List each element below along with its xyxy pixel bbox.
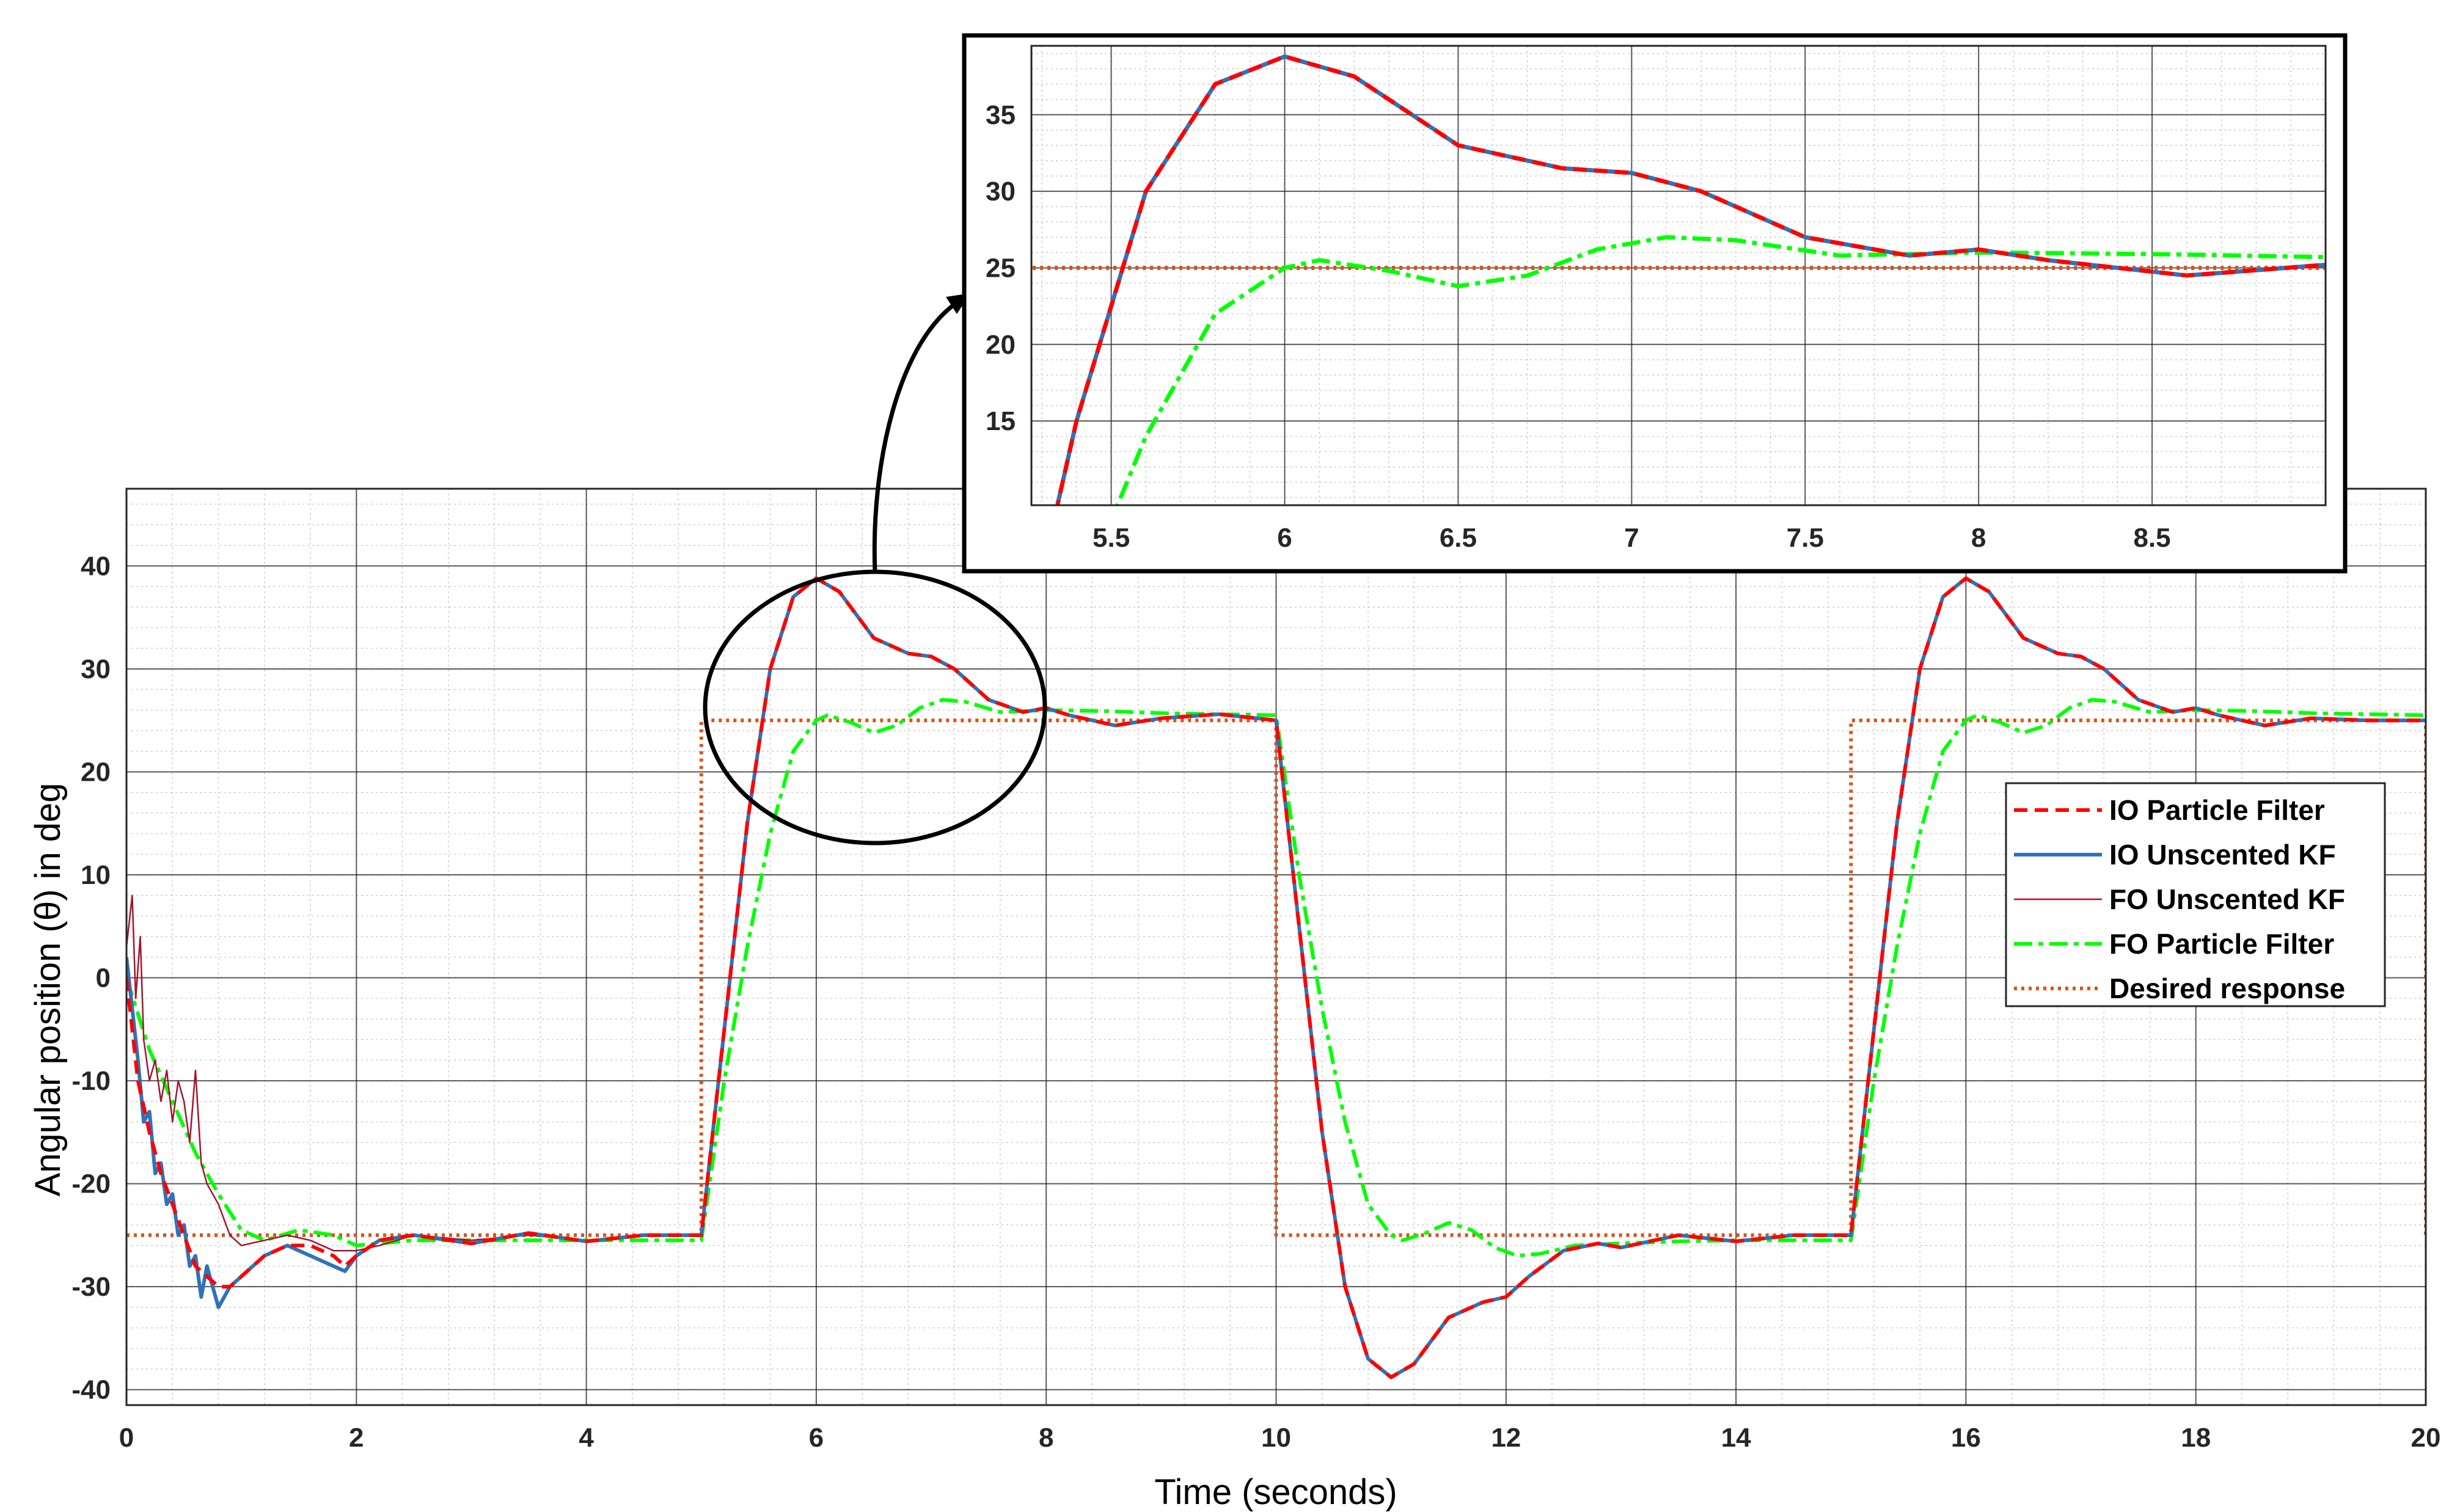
legend-label: IO Unscented KF (2109, 839, 2336, 871)
legend-label: FO Unscented KF (2109, 883, 2345, 915)
series-line-io-particle-filter (1055, 54, 2326, 505)
legend-label: FO Particle Filter (2109, 928, 2334, 960)
legend: IO Particle Filter IO Unscented KF FO Unsc… (2005, 782, 2386, 1007)
y-tick-label: 20 (81, 757, 111, 787)
x-tick-label: 6.5 (1440, 523, 1477, 553)
series-line-io-particle-filter (126, 576, 2426, 1379)
y-tick-label: 30 (81, 654, 111, 684)
legend-label: IO Particle Filter (2109, 794, 2325, 826)
inset-plot: 5.5 6 6.5 7 7.5 8 8.5 15 20 25 30 35 (962, 33, 2348, 574)
x-tick-label: 18 (2181, 1423, 2211, 1453)
x-tick-label: 6 (1277, 523, 1292, 553)
x-tick-label: 2 (349, 1423, 364, 1453)
y-tick-label: 35 (986, 100, 1016, 130)
x-tick-label: 8 (1971, 523, 1986, 553)
x-tick-label: 8 (1039, 1423, 1053, 1453)
x-tick-label: 16 (1951, 1423, 1981, 1453)
y-axis-label: Angular position (θ) in deg (28, 783, 68, 1196)
x-tick-label: 5.5 (1093, 523, 1130, 553)
x-tick-label: 6 (809, 1423, 824, 1453)
y-tick-label: 25 (986, 253, 1016, 283)
x-tick-label: 7 (1624, 523, 1639, 553)
y-tick-label: 40 (81, 551, 111, 581)
zoom-arrow (872, 300, 959, 572)
y-tick-label: -40 (71, 1375, 111, 1405)
x-tick-label: 8.5 (2133, 523, 2170, 553)
x-tick-label: 0 (119, 1423, 134, 1453)
y-tick-label: 30 (986, 177, 1016, 206)
x-axis-label: Time (seconds) (1154, 1472, 1397, 1512)
x-tick-label: 10 (1261, 1423, 1291, 1453)
y-tick-label: -30 (71, 1272, 111, 1302)
x-tick-label: 7.5 (1787, 523, 1824, 553)
y-tick-label: 0 (96, 963, 111, 993)
series-line-fo-particle-filter (126, 698, 2426, 1258)
x-tick-label: 14 (1721, 1423, 1751, 1453)
inset-frame (962, 33, 2348, 574)
x-tick-label: 4 (579, 1423, 594, 1453)
legend-label: Desired response (2109, 973, 2345, 1004)
x-tick-label: 12 (1491, 1423, 1521, 1453)
legend-box (2005, 782, 2386, 1007)
y-tick-label: -20 (71, 1169, 111, 1199)
y-tick-label: 15 (986, 406, 1016, 436)
y-tick-label: 20 (986, 330, 1016, 360)
y-tick-label: -10 (71, 1066, 111, 1096)
y-tick-label: 10 (81, 860, 111, 890)
x-tick-label: 20 (2411, 1423, 2441, 1453)
